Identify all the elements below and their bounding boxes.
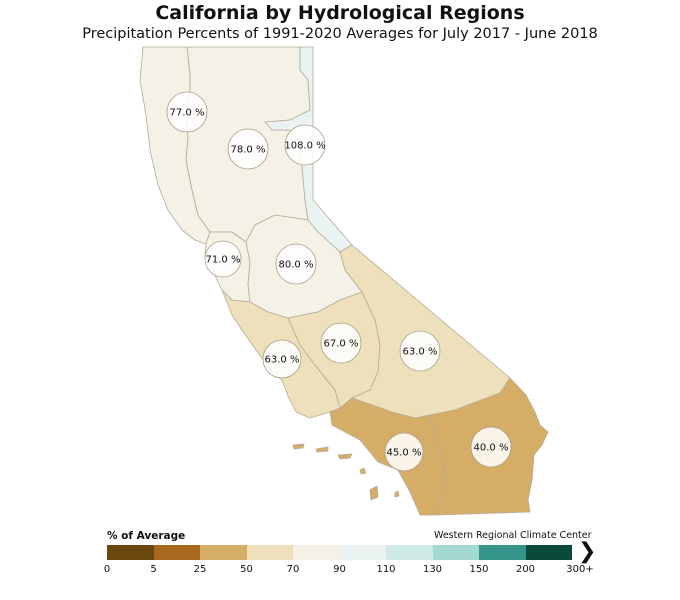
region-value-label: 63.0 %	[403, 347, 438, 358]
region-value-label: 63.0 %	[265, 355, 300, 366]
map-subtitle: Precipitation Percents of 1991-2020 Aver…	[82, 26, 598, 42]
legend-tick-label: 130	[422, 564, 443, 575]
legend-tick-label: 200	[515, 564, 536, 575]
map-title: California by Hydrological Regions	[155, 2, 525, 24]
region-value-label: 77.0 %	[170, 108, 205, 119]
label-bubble-north-coast	[166, 91, 208, 133]
legend-tick-label: 50	[240, 564, 253, 575]
island	[315, 446, 329, 453]
region-value-label: 108.0 %	[284, 141, 325, 152]
region-value-label: 71.0 %	[206, 255, 241, 266]
label-bubble-san-joaquin-river	[275, 243, 317, 285]
region-value-label: 78.0 %	[231, 145, 266, 156]
legend-tick-label: 0	[103, 564, 111, 575]
label-bubble-north-lahontan	[284, 124, 326, 166]
label-bubble-south-coast	[384, 432, 424, 472]
legend-swatch	[107, 545, 154, 560]
island	[394, 490, 400, 498]
legend-swatch	[339, 545, 386, 560]
label-bubble-sacramento-river	[227, 128, 269, 170]
label-bubble-tulare-lake	[320, 322, 362, 364]
legend-swatch	[200, 545, 247, 560]
legend-swatch	[246, 545, 293, 560]
chevron-right-icon: ❯	[578, 539, 597, 564]
legend-swatch	[432, 545, 479, 560]
region-value-label: 40.0 %	[474, 443, 509, 454]
island	[292, 443, 305, 450]
legend-tick-label: 90	[333, 564, 346, 575]
island	[359, 467, 367, 475]
legend-swatch	[153, 545, 200, 560]
legend-swatch	[479, 545, 526, 560]
legend-tick-label: 25	[193, 564, 207, 575]
legend-swatch	[293, 545, 340, 560]
legend-title: % of Average	[107, 530, 186, 542]
legend-tick-label: 150	[469, 564, 489, 575]
region-value-label: 80.0 %	[279, 260, 314, 271]
label-bubble-colorado-river	[470, 426, 512, 468]
island	[337, 453, 353, 460]
legend-swatch	[386, 545, 433, 560]
legend-swatch	[525, 545, 572, 560]
region-label-layer: 77.0 % 78.0 % 108.0 % 71.0 % 80.0 % 63.0 % 67.…	[166, 91, 512, 472]
legend-tick-label: 70	[286, 564, 300, 575]
legend-tick-label: 300+	[566, 564, 594, 575]
legend-credit: Western Regional Climate Center	[434, 530, 592, 541]
legend-tick-label: 5	[150, 564, 157, 575]
region-value-label: 67.0 %	[324, 339, 359, 350]
island	[369, 485, 379, 501]
legend-color-bar	[107, 545, 572, 560]
region-value-label: 45.0 %	[387, 448, 422, 459]
label-bubble-south-lahontan	[399, 330, 441, 372]
label-bubble-central-coast	[262, 339, 302, 379]
legend-tick-label: 110	[376, 564, 396, 575]
label-bubble-san-francisco-bay	[204, 240, 242, 278]
